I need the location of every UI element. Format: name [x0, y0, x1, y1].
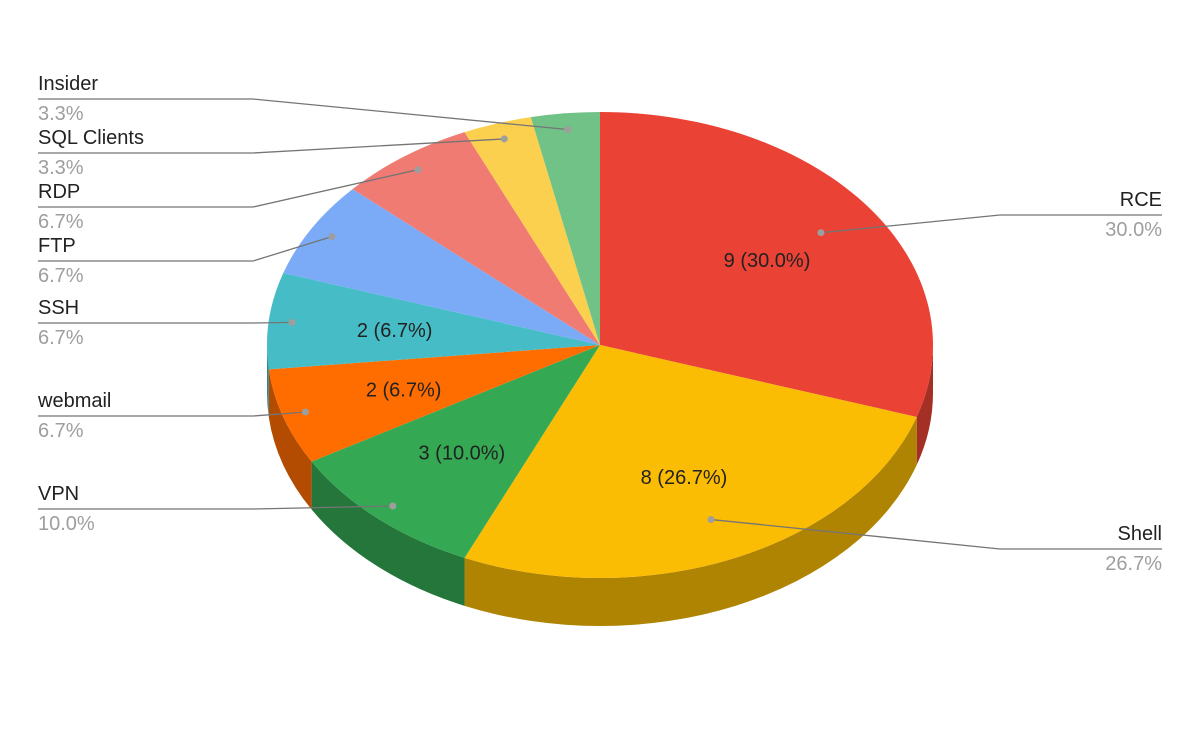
leader-line — [38, 321, 293, 324]
leader-line — [38, 169, 419, 208]
leader-dot — [301, 408, 309, 416]
slice — [464, 117, 600, 345]
legend-percent: 6.7% — [38, 420, 84, 442]
slice-side — [916, 345, 934, 466]
slice — [464, 345, 917, 578]
legend-label: SSH — [38, 297, 79, 319]
legend-percent: 6.7% — [38, 265, 84, 287]
leader-line — [38, 138, 505, 154]
slice-side — [267, 345, 269, 418]
slice-label: 9 (30.0%) — [724, 250, 811, 272]
slice-label: 3 (10.0%) — [418, 442, 505, 464]
legend-percent: 6.7% — [38, 211, 84, 233]
leader-line — [38, 236, 332, 262]
leader-line — [820, 214, 1162, 234]
leader-line — [710, 518, 1162, 550]
slice-side — [268, 369, 312, 510]
leader-dot — [564, 125, 572, 133]
legend-label: webmail — [37, 390, 111, 412]
slice — [283, 189, 600, 345]
slice — [530, 112, 600, 345]
leader-line — [38, 411, 306, 417]
legend-label: Insider — [38, 73, 98, 95]
slice-side — [464, 417, 917, 626]
legend-label: VPN — [38, 483, 79, 505]
legend-percent: 30.0% — [1105, 219, 1162, 241]
legend-label: Shell — [1118, 523, 1162, 545]
slice-label: 8 (26.7%) — [641, 467, 728, 489]
slice — [267, 272, 600, 370]
leader-line — [38, 98, 568, 131]
legend-percent: 3.3% — [38, 157, 84, 179]
legend-percent: 10.0% — [38, 513, 95, 535]
legend-label: RCE — [1120, 189, 1162, 211]
legend-label: RDP — [38, 181, 80, 203]
leader-dot — [328, 233, 336, 241]
legend-percent: 6.7% — [38, 327, 84, 349]
slice — [352, 132, 600, 345]
slice-label: 2 (6.7%) — [366, 380, 442, 402]
slice-label: 2 (6.7%) — [357, 320, 433, 342]
leader-line — [38, 505, 393, 510]
slice — [600, 112, 933, 418]
slice-side — [311, 461, 465, 606]
legend-label: SQL Clients — [38, 127, 144, 149]
leader-dot — [817, 229, 825, 237]
leader-dot — [707, 516, 715, 524]
leader-dot — [288, 318, 296, 326]
legend-percent: 26.7% — [1105, 553, 1162, 575]
legend-label: FTP — [38, 235, 76, 257]
leader-dot — [414, 166, 422, 174]
slice — [311, 345, 600, 558]
leader-dot — [500, 135, 508, 143]
slice — [268, 345, 600, 462]
legend-percent: 3.3% — [38, 103, 84, 125]
leader-dot — [389, 502, 397, 510]
